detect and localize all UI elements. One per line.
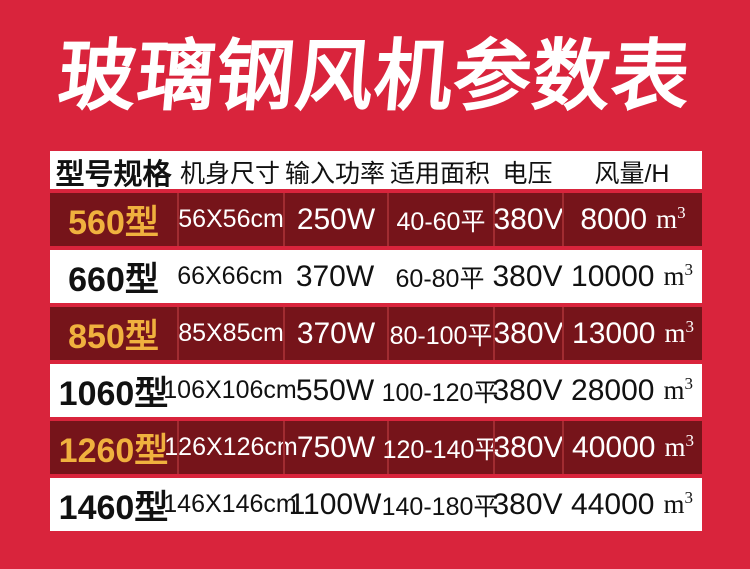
cell-area: 120-140平 (383, 421, 499, 474)
cell-size: 146X146cm (163, 490, 297, 518)
header-voltage: 电压 (502, 160, 553, 188)
page-title: 玻璃钢风机参数表 (54, 32, 695, 120)
table-row-660: 660型 66X66cm 370W 60-80平 380V 10000 m3 (50, 250, 702, 303)
header-area: 适用面积 (389, 160, 490, 188)
cell-area: 60-80平 (395, 264, 485, 293)
header-power: 输入功率 (284, 160, 385, 188)
airflow-value: 40000 (572, 430, 656, 464)
table-row-560: 560型 56X56cm 250W 40-60平 380V 8000 m3 (50, 193, 702, 246)
cell-power: 750W (283, 421, 387, 474)
airflow-value: 10000 (571, 259, 655, 293)
cell-model: 660型 (68, 261, 159, 299)
cell-airflow: 40000 m3 (562, 421, 702, 474)
cell-size: 85X85cm (177, 307, 284, 360)
cell-size: 66X66cm (177, 262, 283, 290)
cell-size: 106X106cm (163, 376, 297, 404)
table-row-1260: 1260型 126X126cm 750W 120-140平 380V 40000… (50, 421, 702, 474)
cell-power: 550W (295, 373, 375, 407)
cell-power: 370W (283, 307, 387, 360)
airflow-value: 44000 (571, 487, 655, 521)
cell-power: 250W (283, 193, 387, 246)
header-airflow: 风量/H (594, 160, 670, 188)
cell-model: 850型 (68, 318, 159, 356)
airflow-unit: m3 (664, 317, 694, 348)
airflow-value: 8000 (580, 202, 648, 236)
cell-airflow: 8000 m3 (562, 193, 702, 246)
cell-model: 1060型 (58, 375, 169, 413)
table-header-row: 型号规格 机身尺寸 输入功率 适用面积 电压 风量/H (50, 151, 702, 191)
cell-voltage: 380V (492, 259, 563, 293)
cell-airflow: 44000 m3 (562, 478, 702, 531)
cell-voltage: 380V (493, 193, 564, 246)
cell-voltage: 380V (492, 373, 563, 407)
airflow-unit: m3 (656, 203, 686, 234)
header-model: 型号规格 (55, 159, 172, 191)
airflow-unit: m3 (663, 374, 693, 405)
table-row-850: 850型 85X85cm 370W 80-100平 380V 13000 m3 (50, 307, 702, 360)
cell-voltage: 380V (493, 307, 564, 360)
cell-power: 370W (295, 259, 375, 293)
cell-size: 56X56cm (177, 193, 284, 246)
cell-power: 1100W (288, 487, 382, 521)
airflow-unit: m3 (664, 431, 694, 462)
airflow-unit: m3 (663, 488, 693, 519)
cell-area: 100-120平 (381, 378, 499, 407)
table-row-1060: 1060型 106X106cm 550W 100-120平 380V 28000… (50, 364, 702, 417)
cell-voltage: 380V (492, 487, 563, 521)
cell-size: 126X126cm (164, 421, 298, 474)
cell-model: 1460型 (58, 489, 169, 527)
cell-model: 560型 (68, 204, 159, 242)
cell-model: 1260型 (58, 432, 169, 470)
cell-area: 80-100平 (387, 307, 493, 360)
airflow-value: 28000 (571, 373, 655, 407)
airflow-unit: m3 (663, 260, 693, 291)
airflow-value: 13000 (572, 316, 656, 350)
cell-area: 140-180平 (381, 492, 499, 521)
cell-airflow: 10000 m3 (562, 250, 702, 303)
cell-area: 40-60平 (387, 193, 493, 246)
cell-airflow: 13000 m3 (562, 307, 702, 360)
fan-spec-table: 型号规格 机身尺寸 输入功率 适用面积 电压 风量/H 560型 56X56cm… (50, 151, 702, 531)
header-size: 机身尺寸 (179, 160, 280, 188)
cell-airflow: 28000 m3 (562, 364, 702, 417)
table-row-1460: 1460型 146X146cm 1100W 140-180平 380V 4400… (50, 478, 702, 531)
cell-voltage: 380V (493, 421, 564, 474)
